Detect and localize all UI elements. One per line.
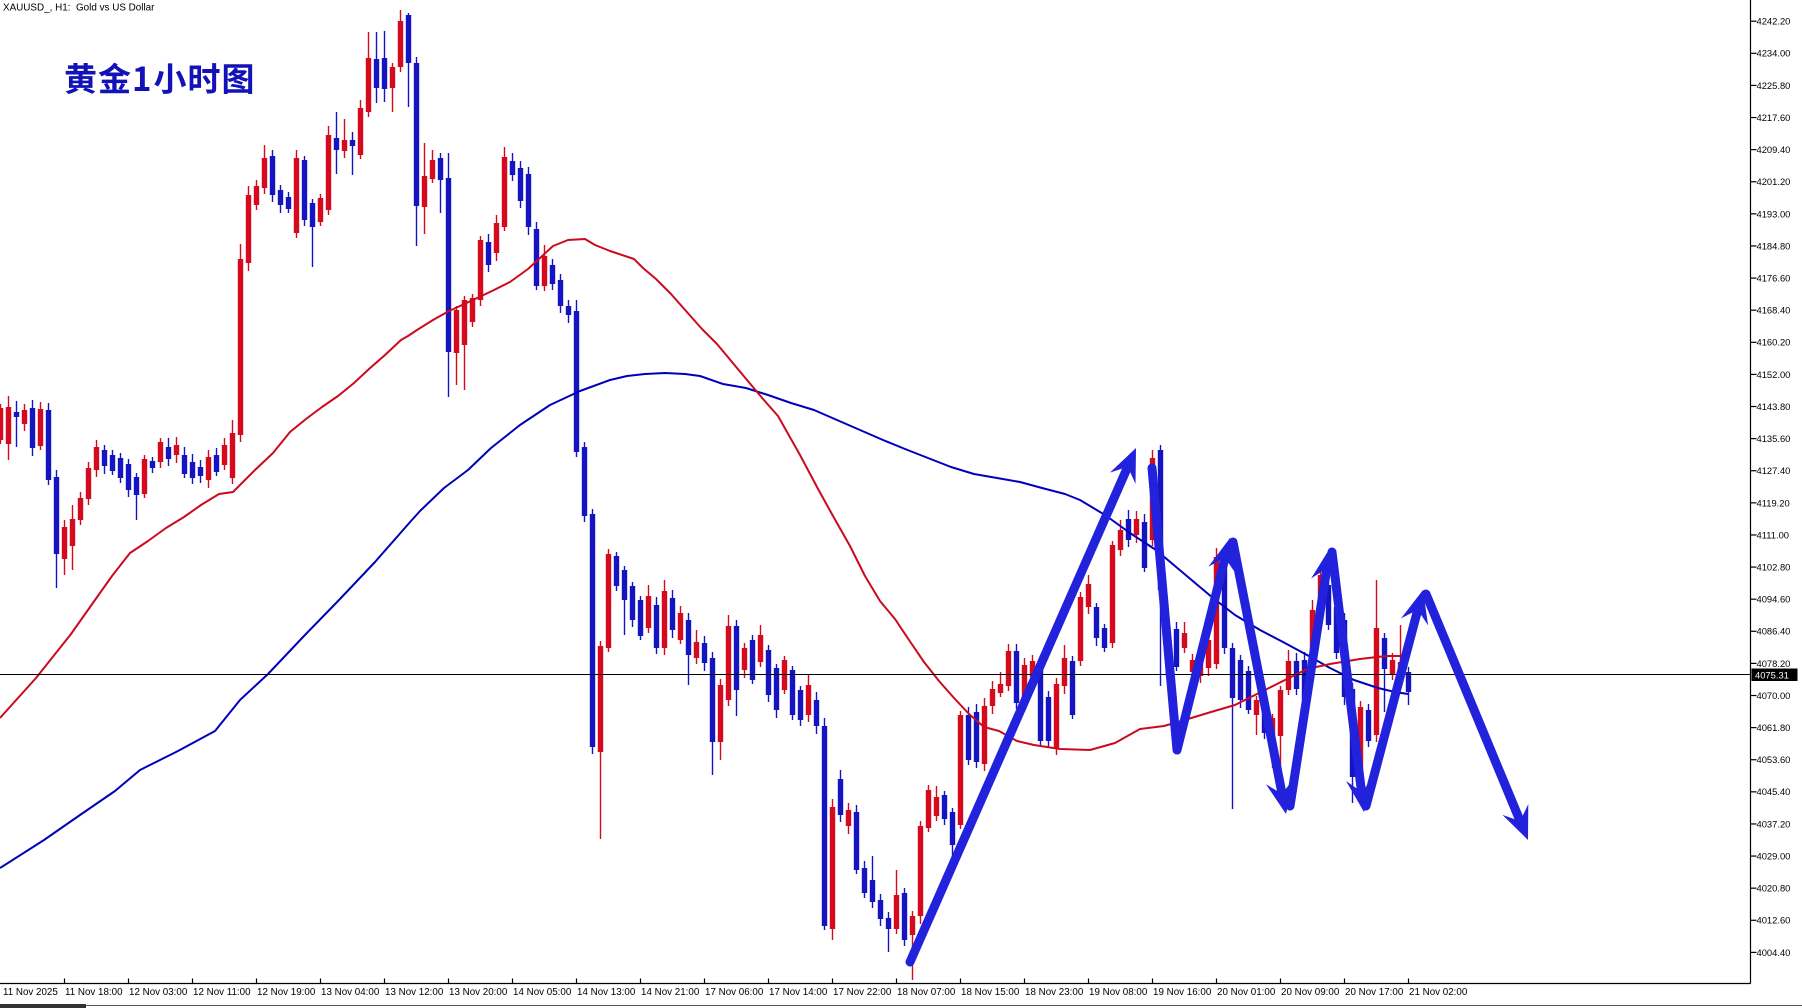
- svg-text:4209.40: 4209.40: [1757, 144, 1791, 155]
- svg-text:4234.00: 4234.00: [1757, 48, 1791, 59]
- svg-text:20 Nov 17:00: 20 Nov 17:00: [1345, 987, 1404, 998]
- svg-text:17 Nov 22:00: 17 Nov 22:00: [833, 987, 892, 998]
- svg-text:18 Nov 07:00: 18 Nov 07:00: [897, 987, 956, 998]
- svg-text:12 Nov 03:00: 12 Nov 03:00: [129, 987, 188, 998]
- svg-text:20 Nov 01:00: 20 Nov 01:00: [1217, 987, 1276, 998]
- svg-text:4053.60: 4053.60: [1757, 754, 1791, 765]
- svg-text:11 Nov 18:00: 11 Nov 18:00: [65, 987, 123, 998]
- svg-text:17 Nov 14:00: 17 Nov 14:00: [769, 987, 828, 998]
- svg-text:4012.60: 4012.60: [1757, 915, 1791, 926]
- svg-text:4168.40: 4168.40: [1757, 305, 1791, 316]
- svg-text:4111.00: 4111.00: [1757, 529, 1790, 540]
- svg-text:4176.60: 4176.60: [1757, 272, 1791, 283]
- svg-text:4160.20: 4160.20: [1757, 337, 1791, 348]
- svg-text:14 Nov 21:00: 14 Nov 21:00: [641, 987, 700, 998]
- svg-text:13 Nov 12:00: 13 Nov 12:00: [385, 987, 444, 998]
- svg-text:4201.20: 4201.20: [1757, 176, 1791, 187]
- svg-text:4225.80: 4225.80: [1757, 80, 1791, 91]
- svg-text:4086.40: 4086.40: [1757, 626, 1791, 637]
- svg-text:4152.00: 4152.00: [1757, 369, 1791, 380]
- svg-text:11 Nov 2025: 11 Nov 2025: [3, 987, 58, 998]
- svg-text:19 Nov 16:00: 19 Nov 16:00: [1153, 987, 1212, 998]
- svg-text:18 Nov 15:00: 18 Nov 15:00: [961, 987, 1020, 998]
- svg-text:4061.80: 4061.80: [1757, 722, 1791, 733]
- svg-text:4004.40: 4004.40: [1757, 947, 1791, 958]
- svg-text:14 Nov 05:00: 14 Nov 05:00: [513, 987, 572, 998]
- svg-text:12 Nov 19:00: 12 Nov 19:00: [257, 987, 316, 998]
- svg-text:13 Nov 20:00: 13 Nov 20:00: [449, 987, 508, 998]
- svg-text:4070.00: 4070.00: [1757, 690, 1791, 701]
- svg-text:4075.31: 4075.31: [1755, 669, 1789, 680]
- svg-text:4193.00: 4193.00: [1757, 208, 1791, 219]
- svg-text:4119.20: 4119.20: [1757, 497, 1790, 508]
- svg-text:XAUUSD_, H1: Gold vs US Dolla: XAUUSD_, H1: Gold vs US Dollar: [3, 3, 155, 14]
- svg-text:18 Nov 23:00: 18 Nov 23:00: [1025, 987, 1084, 998]
- svg-text:4127.40: 4127.40: [1757, 465, 1791, 476]
- svg-text:4020.80: 4020.80: [1757, 883, 1791, 894]
- svg-text:4102.80: 4102.80: [1757, 561, 1791, 572]
- svg-text:4094.60: 4094.60: [1757, 594, 1791, 605]
- svg-text:4135.60: 4135.60: [1757, 433, 1791, 444]
- svg-text:4029.00: 4029.00: [1757, 850, 1791, 861]
- svg-text:20 Nov 09:00: 20 Nov 09:00: [1281, 987, 1340, 998]
- svg-text:4217.60: 4217.60: [1757, 112, 1791, 123]
- svg-text:17 Nov 06:00: 17 Nov 06:00: [705, 987, 764, 998]
- svg-text:4184.80: 4184.80: [1757, 240, 1791, 251]
- svg-text:12 Nov 11:00: 12 Nov 11:00: [193, 987, 251, 998]
- svg-text:19 Nov 08:00: 19 Nov 08:00: [1089, 987, 1148, 998]
- svg-text:21 Nov 02:00: 21 Nov 02:00: [1409, 987, 1468, 998]
- svg-text:4078.20: 4078.20: [1757, 658, 1791, 669]
- svg-text:4242.20: 4242.20: [1757, 16, 1791, 27]
- svg-text:4143.80: 4143.80: [1757, 401, 1791, 412]
- svg-text:4037.20: 4037.20: [1757, 818, 1791, 829]
- svg-text:14 Nov 13:00: 14 Nov 13:00: [577, 987, 636, 998]
- svg-text:4045.40: 4045.40: [1757, 786, 1791, 797]
- svg-text:13 Nov 04:00: 13 Nov 04:00: [321, 987, 380, 998]
